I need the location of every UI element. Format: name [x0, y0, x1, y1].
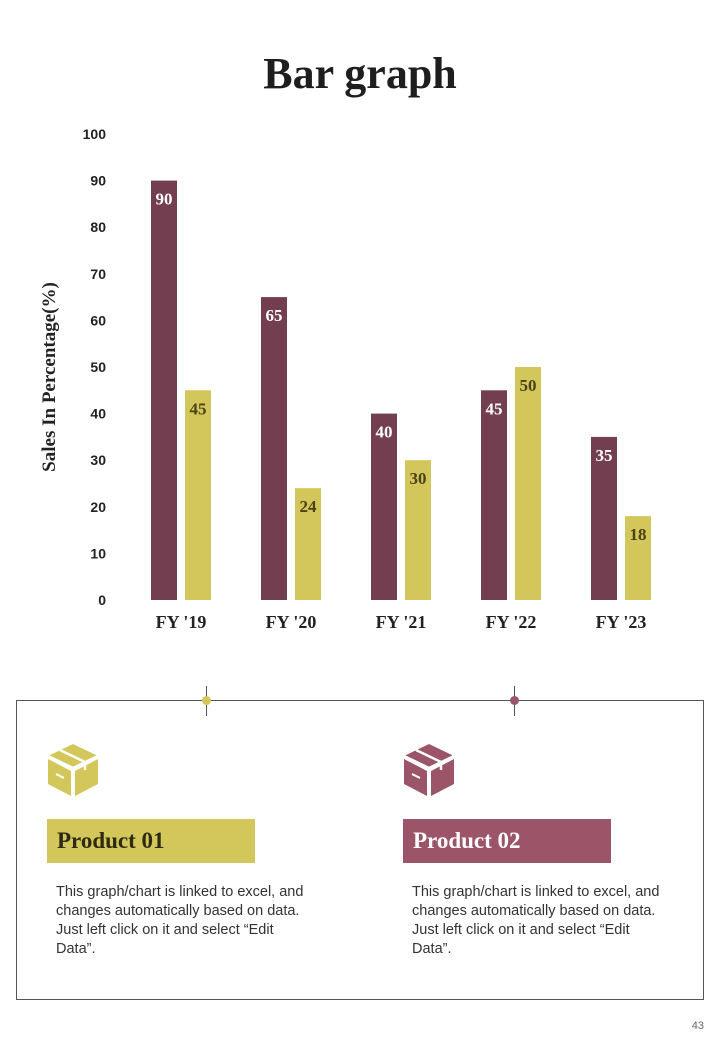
data-label: 30 [410, 469, 427, 488]
bar-chart: 0 10 20 30 40 50 60 70 80 90 100 Sales In Percentag… [39, 126, 651, 632]
y-tick-label: 10 [90, 545, 106, 561]
product-02-label: Product 02 [403, 819, 611, 863]
data-label: 40 [376, 423, 393, 442]
x-tick-label: FY '22 [486, 612, 537, 632]
y-tick-label: 40 [90, 406, 106, 422]
box-icon [403, 744, 455, 796]
y-tick-label: 60 [90, 312, 106, 328]
page-title: Bar graph [263, 49, 457, 98]
y-tick-label: 30 [90, 452, 106, 468]
bar [591, 436, 617, 600]
connector-line-product-02 [515, 700, 704, 701]
y-tick-label: 70 [90, 266, 106, 282]
data-label: 65 [266, 306, 283, 325]
data-label: 45 [190, 399, 207, 418]
bar [151, 180, 177, 600]
product-02-description: This graph/chart is linked to excel, and… [412, 884, 660, 957]
x-tick-label: FY '19 [156, 612, 207, 632]
y-tick-label: 80 [90, 219, 106, 235]
y-tick-label: 90 [90, 173, 106, 189]
x-tick-label: FY '23 [596, 612, 647, 632]
connector-dot-product-01 [202, 696, 211, 705]
bar [405, 460, 431, 600]
bar [261, 297, 287, 600]
page-number: 43 [691, 1020, 704, 1032]
x-tick-label: FY '21 [376, 612, 427, 632]
bar [515, 367, 541, 600]
product-01-label: Product 01 [47, 819, 255, 863]
data-label: 35 [596, 446, 613, 465]
connector-dot-product-02 [510, 696, 519, 705]
product-panel [16, 700, 704, 1000]
y-tick-label: 20 [90, 499, 106, 515]
data-label: 18 [630, 525, 647, 544]
data-label: 24 [300, 497, 318, 516]
bar [185, 390, 211, 600]
data-label: 50 [520, 376, 537, 395]
bar [481, 390, 507, 600]
connector-line-product-01 [17, 700, 207, 701]
bar [371, 413, 397, 600]
y-tick-label: 100 [83, 126, 107, 142]
bar [295, 488, 321, 600]
bar [625, 516, 651, 600]
y-axis-title: Sales In Percentage(%) [39, 282, 60, 472]
x-tick-label: FY '20 [266, 612, 317, 632]
box-icon [47, 744, 99, 796]
data-label: 45 [486, 399, 503, 418]
y-tick-label: 0 [98, 592, 106, 608]
product-01-description: This graph/chart is linked to excel, and… [56, 884, 304, 957]
y-tick-label: 50 [90, 359, 106, 375]
data-label: 90 [156, 190, 173, 209]
